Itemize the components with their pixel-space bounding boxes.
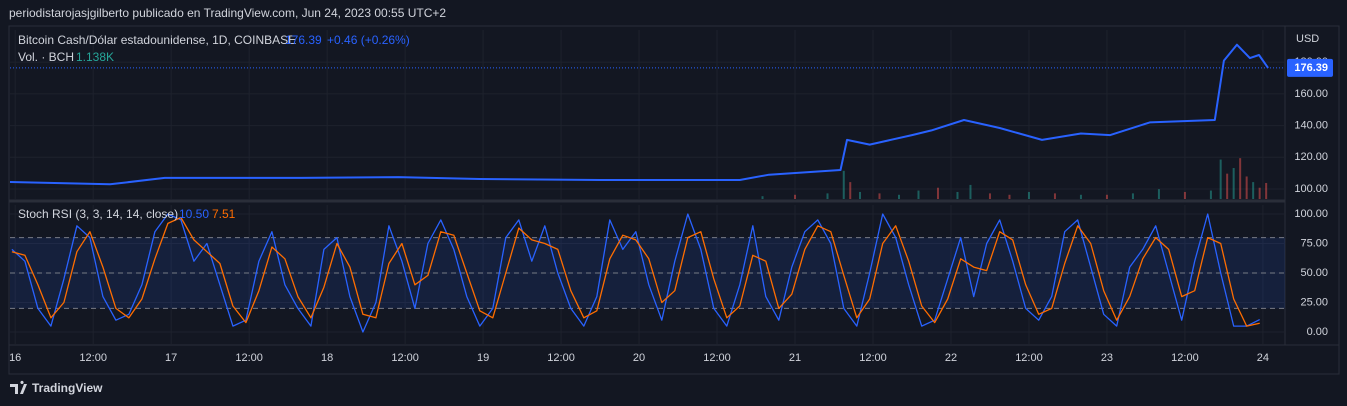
y-tick-label: 50.00 bbox=[1300, 267, 1328, 279]
y-tick-label: 0.00 bbox=[1307, 326, 1328, 338]
volume-bar bbox=[1027, 191, 1030, 199]
volume-title: Vol. · BCH bbox=[18, 50, 74, 64]
x-tick-label: 12:00 bbox=[235, 352, 263, 364]
footer-brand: TradingView bbox=[32, 381, 103, 395]
x-tick-label: 20 bbox=[633, 352, 645, 364]
volume-bar bbox=[1157, 189, 1160, 199]
volume-bar bbox=[1252, 182, 1255, 199]
volume-bar bbox=[794, 194, 797, 199]
volume-bar bbox=[761, 196, 764, 199]
volume-value: 1.138K bbox=[76, 50, 114, 64]
volume-bar bbox=[1008, 194, 1011, 199]
series-line bbox=[11, 213, 1260, 333]
x-tick-label: 19 bbox=[477, 352, 489, 364]
volume-bar bbox=[1219, 159, 1222, 199]
volume-bar bbox=[988, 193, 991, 199]
volume-bar bbox=[1245, 176, 1248, 199]
footer-logo bbox=[10, 380, 27, 394]
x-tick-label: 21 bbox=[789, 352, 801, 364]
stoch-title: Stoch RSI (3, 3, 14, 14, close) bbox=[18, 207, 178, 221]
volume-bar bbox=[897, 194, 900, 199]
x-tick-label: 22 bbox=[945, 352, 957, 364]
volume-bar bbox=[1105, 194, 1108, 199]
volume-bar bbox=[1209, 190, 1212, 199]
volume-bar bbox=[878, 193, 881, 199]
volume-bar bbox=[826, 193, 829, 199]
last-price-label: 176.39 bbox=[1294, 62, 1328, 74]
volume-bar bbox=[1239, 158, 1242, 199]
plot-layer: 16 12:00 17 12:00 18 12:00 19 12:00 20 12:00 21 12:… bbox=[9, 30, 1333, 364]
volume-bar bbox=[936, 187, 939, 199]
volume-bar bbox=[842, 170, 845, 199]
stoch-d: 7.51 bbox=[212, 207, 236, 221]
y-tick-label: 100.00 bbox=[1294, 183, 1328, 195]
y-tick-label: 75.00 bbox=[1300, 237, 1328, 249]
x-tick-label: 12:00 bbox=[79, 352, 107, 364]
volume-bar bbox=[1131, 193, 1134, 199]
volume-bar bbox=[1053, 193, 1056, 199]
x-tick-label: 12:00 bbox=[391, 352, 419, 364]
y-tick-label: 120.00 bbox=[1294, 151, 1328, 163]
volume-bar bbox=[1183, 191, 1186, 199]
x-tick-label: 18 bbox=[321, 352, 333, 364]
symbol: Bitcoin Cash/Dólar estadounidense, 1D, C… bbox=[18, 33, 296, 47]
x-tick-label: 12:00 bbox=[859, 352, 887, 364]
series-line bbox=[11, 216, 1260, 327]
volume-bar bbox=[1265, 182, 1268, 199]
volume-bar bbox=[859, 191, 861, 199]
volume-bar bbox=[1079, 194, 1082, 199]
x-tick-label: 12:00 bbox=[703, 352, 731, 364]
x-tick-label: 16 bbox=[9, 352, 21, 364]
volume-bar bbox=[1226, 173, 1229, 199]
volume-bar bbox=[956, 191, 959, 199]
volume-bar bbox=[969, 184, 972, 199]
volume-bar bbox=[1232, 168, 1235, 199]
x-tick-label: 23 bbox=[1101, 352, 1113, 364]
last-price-tag bbox=[1287, 58, 1333, 77]
y-tick-label: 100.00 bbox=[1294, 208, 1328, 220]
x-tick-label: 12:00 bbox=[1171, 352, 1199, 364]
y-tick-label: 160.00 bbox=[1294, 88, 1328, 100]
x-tick-label: 12:00 bbox=[1015, 352, 1043, 364]
price-change: +0.46 (+0.26%) bbox=[327, 33, 410, 47]
y-tick-label: 25.00 bbox=[1300, 296, 1328, 308]
x-tick-label: 12:00 bbox=[547, 352, 575, 364]
series-line bbox=[9, 43, 1269, 186]
volume-bar bbox=[917, 190, 920, 199]
volume-bar bbox=[849, 182, 852, 199]
last-price: 176.39 bbox=[285, 33, 322, 47]
stoch-k: 10.50 bbox=[179, 207, 209, 221]
byline: periodistarojasjgilberto publicado en Tr… bbox=[9, 6, 446, 20]
y-tick-label: 140.00 bbox=[1294, 120, 1328, 132]
x-tick-label: 17 bbox=[165, 352, 177, 364]
currency: USD bbox=[1296, 33, 1319, 45]
volume-bar bbox=[1258, 187, 1261, 199]
x-tick-label: 24 bbox=[1257, 352, 1269, 364]
